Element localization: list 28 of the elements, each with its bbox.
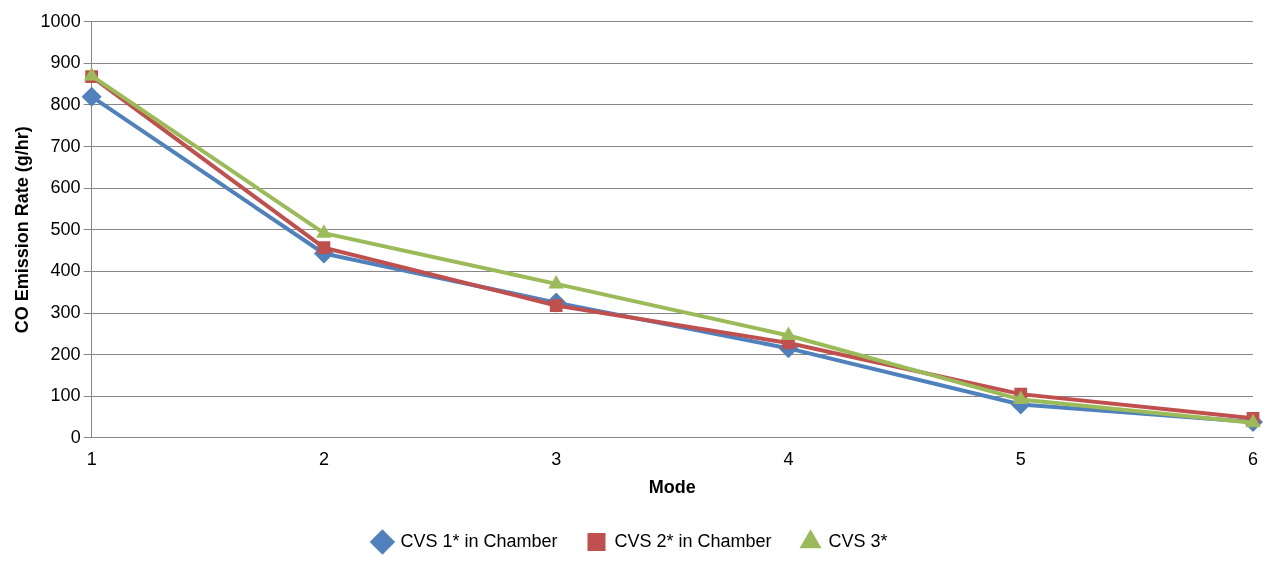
x-tick-label: 1 — [86, 448, 97, 469]
y-tick-label: 800 — [50, 93, 81, 114]
y-tick-label: 0 — [70, 426, 81, 447]
point — [81, 86, 102, 107]
x-tick-label: 6 — [1247, 448, 1259, 469]
y-tick-label: 200 — [50, 343, 81, 364]
x-axis-title: Mode — [648, 477, 696, 498]
y-tick-label: 700 — [50, 135, 81, 156]
y-tick-label: 100 — [50, 385, 81, 406]
point — [548, 274, 564, 289]
point — [1012, 390, 1029, 405]
legend-label: CVS 2* in Chamber — [614, 530, 772, 551]
point — [780, 326, 797, 340]
y-tick-label: 300 — [50, 301, 81, 322]
x-tick-label: 4 — [783, 448, 794, 469]
y-axis-title: CO Emission Rate (g/hr) — [11, 126, 32, 334]
legend-label: CVS 3* — [828, 530, 888, 551]
legend-label: CVS 1* in Chamber — [400, 530, 558, 551]
y-tick-label: 400 — [50, 260, 81, 281]
y-tick-label: 1000 — [40, 10, 81, 31]
point — [317, 241, 331, 255]
x-tick-label: 3 — [551, 448, 562, 469]
y-tick-label: 500 — [50, 218, 81, 239]
y-tick-label: 900 — [50, 52, 81, 73]
point — [316, 224, 332, 238]
x-tick-label: 2 — [318, 448, 329, 469]
x-tick-label: 5 — [1015, 448, 1026, 469]
y-tick-label: 600 — [50, 177, 81, 198]
